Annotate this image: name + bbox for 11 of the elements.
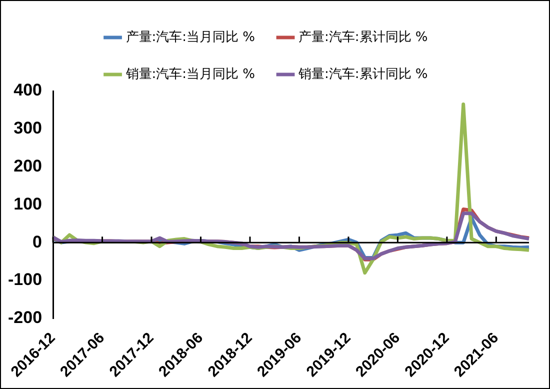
y-tick-label: 0	[32, 232, 42, 252]
y-tick-label: -200	[8, 308, 42, 328]
legend-label: 产量:汽车:当月同比 %	[126, 30, 256, 45]
y-tick-label: -100	[8, 270, 42, 290]
legend-label: 产量:汽车:累计同比 %	[298, 30, 428, 45]
legend-label: 销量:汽车:当月同比 %	[124, 66, 256, 82]
y-tick-label: 300	[14, 118, 42, 138]
y-tick-label: 100	[14, 194, 42, 214]
y-tick-label: 200	[14, 156, 42, 176]
legend-label: 销量:汽车:累计同比 %	[298, 66, 428, 82]
y-tick-label: 400	[14, 80, 42, 100]
